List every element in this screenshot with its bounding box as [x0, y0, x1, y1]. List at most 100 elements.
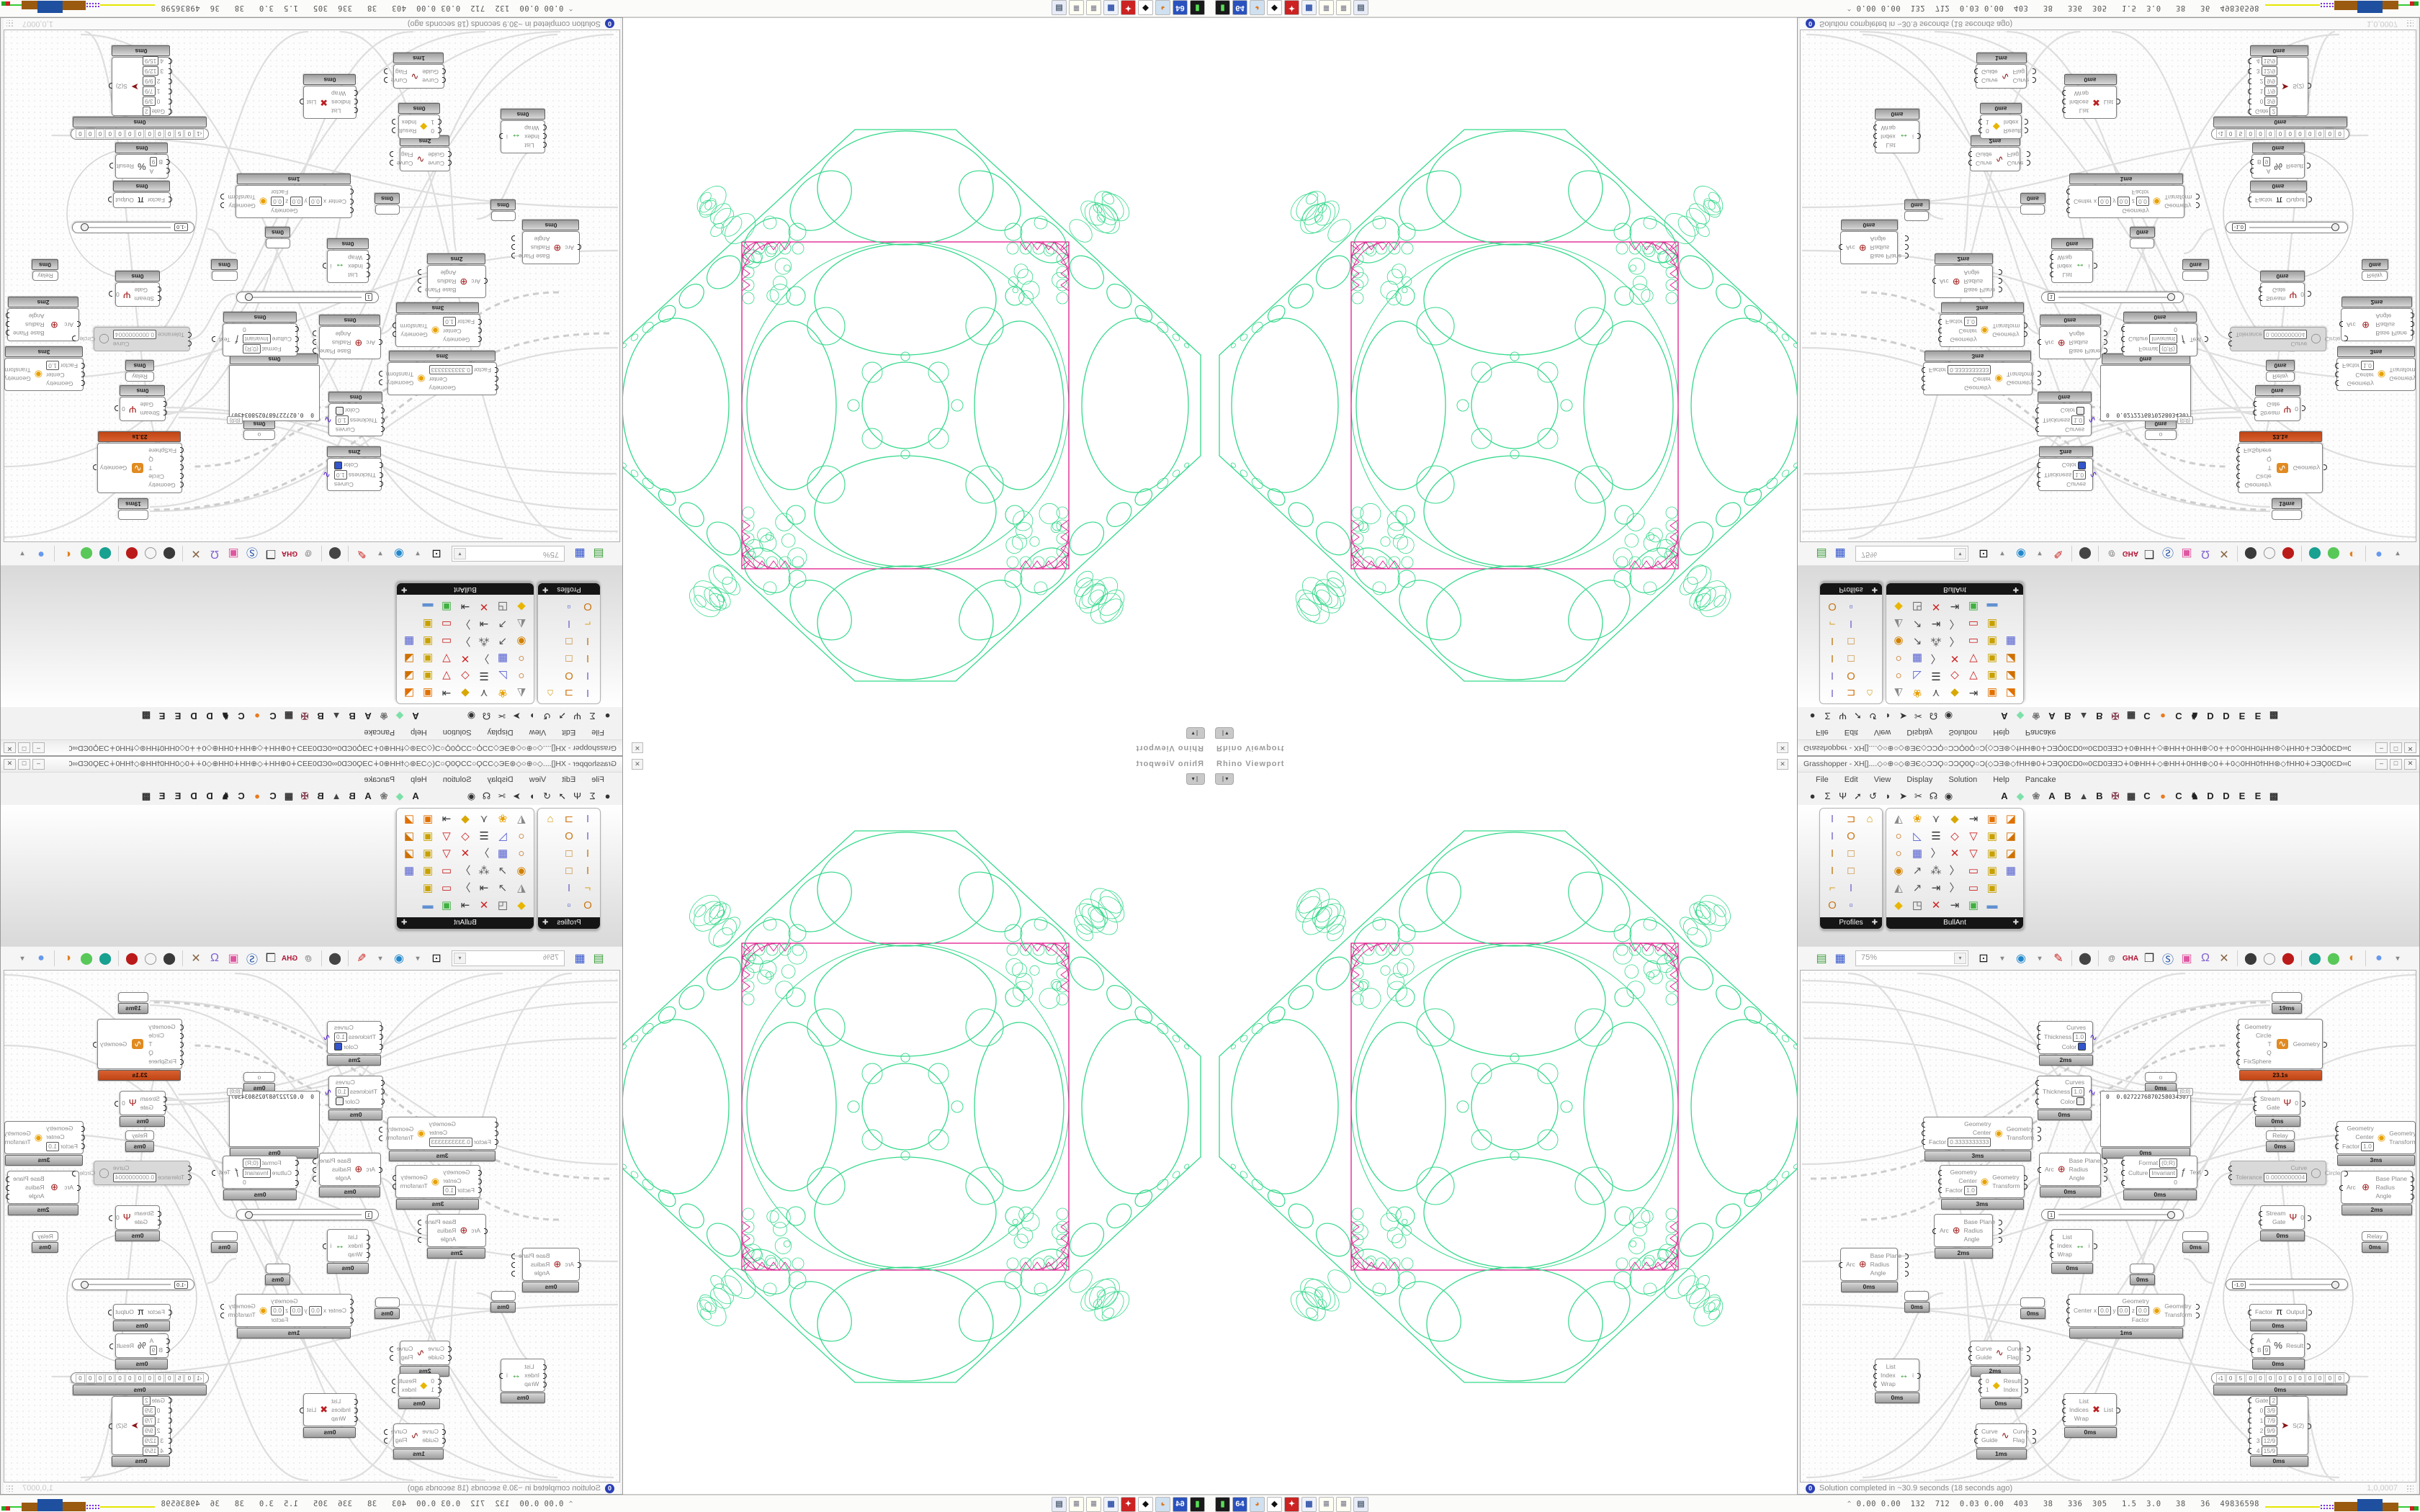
param-radius[interactable]: Radius — [519, 244, 550, 252]
param-base-plane[interactable]: Base Plane — [1870, 253, 1902, 261]
gh-node-flip-curve-1[interactable]: Curve Guide ∿ Curve Flag 2ms — [397, 135, 450, 171]
group-expand-icon[interactable]: ✚ — [542, 585, 549, 593]
slider-digit[interactable]: 0 — [2295, 129, 2305, 139]
param-0[interactable]: 03/9 — [142, 96, 165, 107]
gh-node-slider-m[interactable]: -1.0 — [72, 1279, 194, 1290]
component-icon[interactable]: □ — [565, 652, 573, 665]
param-0[interactable]: 03/9 — [142, 1405, 165, 1416]
toolbar-icon-7[interactable]: ✎ — [357, 953, 367, 965]
gh-node-relay-2[interactable]: 0ms — [1904, 1291, 1930, 1313]
tab-plugin-4[interactable]: B — [349, 791, 356, 801]
menu-display[interactable]: Display — [1906, 775, 1933, 784]
toolbar-icon-9[interactable]: ⬤ — [2079, 547, 2092, 559]
component-icon[interactable]: 〉 — [460, 865, 471, 877]
param-angle[interactable]: Angle — [1870, 1269, 1909, 1277]
param-center[interactable]: Center — [46, 372, 78, 379]
slider-digit[interactable]: 0 — [184, 1373, 194, 1383]
gh-node-digit-slider[interactable]: ‹1 0 5 0 0 0 0 0 0 0 0 0 0 0ms — [2211, 1372, 2349, 1395]
component-icon[interactable]: I — [586, 687, 590, 699]
color-swatch[interactable] — [2076, 1097, 2085, 1105]
tab-plugin-9[interactable]: C — [2143, 791, 2151, 801]
param-radius[interactable]: Radius — [2069, 339, 2100, 347]
component-icon[interactable] — [541, 828, 560, 845]
param-i[interactable]: i — [2088, 1241, 2097, 1249]
gh-node-relay-m[interactable]: 0ms — [211, 1231, 238, 1253]
component-icon[interactable]: ◭ — [517, 813, 526, 825]
component-icon[interactable]: ❀ — [498, 813, 508, 825]
param-circle[interactable]: Circle — [79, 336, 96, 343]
chevron-up-icon[interactable]: ⌃ — [1846, 1500, 1852, 1508]
component-icon[interactable]: □ — [1847, 652, 1855, 665]
param-wrap[interactable]: Wrap — [348, 1250, 363, 1258]
value-box[interactable]: 2 — [142, 107, 151, 117]
gh-node-data-panel[interactable]: (0;0) 0 0.0272276870258034307 0ms — [227, 354, 320, 424]
param-geometry[interactable]: Geometry — [271, 1297, 346, 1305]
tab-plugin-11[interactable]: C — [238, 711, 245, 721]
param-transform[interactable]: Transform — [2006, 371, 2035, 379]
tab-plugin-7[interactable]: ✠ — [300, 711, 309, 722]
component-icon[interactable]: ◉ — [1894, 865, 1904, 877]
toolbar-icon-7[interactable]: ✎ — [2053, 547, 2063, 559]
param-factor[interactable]: Factor1.0 — [46, 1141, 78, 1151]
param-stream[interactable]: Stream — [2252, 1094, 2280, 1102]
panel-stream-tag[interactable]: (0;0) — [227, 1088, 243, 1096]
param-radius[interactable]: Radius — [320, 339, 351, 347]
tab-plugin-3[interactable]: A — [364, 791, 372, 801]
menu-solution[interactable]: Solution — [442, 775, 472, 784]
component-icon[interactable]: ○ — [1895, 847, 1902, 860]
component-icon[interactable]: ▣ — [1968, 899, 1979, 912]
value-box[interactable]: 9/9 — [142, 76, 156, 86]
param-list[interactable]: List — [2103, 1405, 2121, 1413]
chevron-down-icon[interactable]: ▾ — [1954, 953, 1966, 964]
component-icon[interactable]: O — [565, 670, 573, 682]
tab-tool-icon-6[interactable]: ➤ — [513, 790, 521, 801]
param-indices[interactable]: Indices — [2069, 99, 2089, 107]
launcher-icon-1[interactable]: 64 — [1232, 0, 1247, 15]
component-icon[interactable]: ▣ — [1986, 847, 1998, 860]
param-0[interactable]: 0 — [1986, 127, 1989, 135]
gh-node-arc-left-2[interactable]: Arc ⊕ Base Plane Radius Angle 2ms — [425, 1214, 486, 1259]
component-icon[interactable]: ▫ — [567, 600, 571, 613]
gh-node-relay-o[interactable]: o 0ms — [2145, 418, 2177, 440]
gh-node-relay-4[interactable]: 0ms — [2130, 227, 2155, 248]
tab-tool-icon-7[interactable]: ✂ — [1914, 711, 1922, 722]
component-icon[interactable]: O — [1828, 899, 1837, 912]
param-gate[interactable]: Gate — [2266, 287, 2285, 294]
component-icon[interactable]: ◪ — [2005, 670, 2017, 682]
slider-handle[interactable] — [245, 293, 253, 301]
tab-plugin-1[interactable]: ◆ — [396, 790, 403, 801]
toolbar-icon-21[interactable]: ⬤ — [125, 953, 138, 965]
toolbar-icon-17[interactable]: ✕ — [2219, 547, 2229, 559]
value-box[interactable]: 0.3333333333 — [1948, 365, 1991, 375]
component-icon[interactable]: ◭ — [1894, 687, 1903, 699]
param-curves[interactable]: Curves — [2035, 1079, 2084, 1086]
tab-plugin-14[interactable]: D — [2223, 711, 2230, 721]
chevron-up-icon[interactable]: ⌃ — [568, 1500, 574, 1508]
param-3[interactable]: 312/9 — [142, 66, 165, 76]
component-icon[interactable]: ◭ — [1894, 618, 1903, 630]
param-arc[interactable]: Arc — [1932, 1226, 1949, 1234]
close-icon[interactable]: ✕ — [2404, 759, 2416, 770]
chevron-down-icon[interactable]: ▾ — [454, 953, 466, 964]
tab-plugin-7[interactable]: ✠ — [2111, 790, 2120, 801]
param-0[interactable]: 0 — [2128, 326, 2177, 334]
component-icon[interactable]: I — [1830, 687, 1834, 699]
component-icon[interactable]: ❀ — [498, 687, 508, 699]
param-gate[interactable]: Gate2 — [142, 1395, 165, 1405]
component-icon[interactable]: ⊐ — [564, 687, 574, 699]
slider-digit[interactable]: ‹1 — [2216, 129, 2226, 139]
toolbar-icon-5[interactable]: ◉ — [2016, 953, 2026, 965]
param-list[interactable]: List — [2069, 107, 2089, 115]
value-box[interactable]: 0.3333333333 — [429, 365, 472, 375]
component-icon[interactable]: □ — [565, 865, 573, 877]
param-transform[interactable]: Transform — [400, 1182, 428, 1189]
param-arc[interactable]: Arc — [2347, 321, 2356, 329]
